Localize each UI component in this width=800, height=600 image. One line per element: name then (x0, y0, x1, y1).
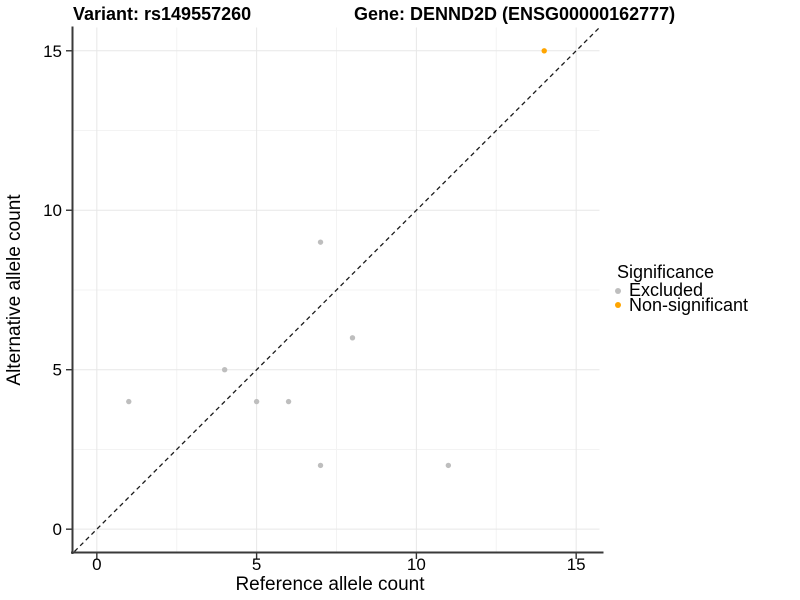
data-point-non-significant (541, 48, 547, 54)
data-point-excluded (126, 398, 132, 405)
legend-title: Significance (617, 262, 715, 282)
data-point-excluded (317, 239, 324, 245)
excluded-dot-icon (615, 287, 621, 294)
x-tick-label: 5 (252, 555, 261, 574)
legend-item-label: Excluded (629, 280, 704, 300)
y-tick-label: 5 (53, 361, 62, 380)
gene-title: Gene: DENND2D (ENSG00000162777) (354, 4, 676, 24)
non-significant-dot-icon (615, 302, 621, 308)
x-tick-label: 10 (407, 555, 426, 574)
y-tick-label: 0 (53, 520, 62, 539)
legend-item-non-significant: Non-significant (615, 294, 749, 315)
y-tick-label: 15 (43, 42, 62, 61)
data-point-excluded (253, 398, 260, 405)
data-point-excluded (317, 462, 324, 469)
x-axis-title: Reference allele count (235, 574, 425, 595)
variant-title: Variant: rs149557260 (73, 4, 252, 24)
data-point-excluded (285, 398, 292, 405)
data-point-excluded (349, 335, 356, 341)
data-point-excluded (445, 462, 452, 469)
x-tick-label: 15 (567, 555, 586, 574)
x-tick-label: 0 (92, 555, 101, 574)
legend-item-label: Non-significant (629, 294, 749, 315)
identity-dashed-line (73, 27, 600, 552)
y-axis-title: Alternative allele count (4, 194, 25, 386)
legend-item-excluded: Excluded (615, 280, 704, 300)
y-tick-label: 10 (43, 201, 62, 220)
data-point-excluded (221, 367, 228, 373)
